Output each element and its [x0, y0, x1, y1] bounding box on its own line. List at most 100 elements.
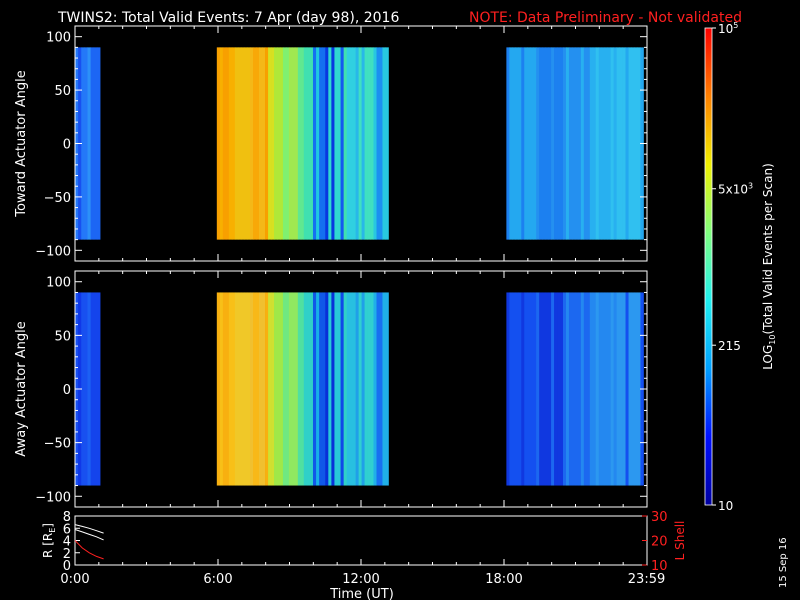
heatmap-cell [337, 47, 341, 240]
heatmap-cell [370, 292, 374, 486]
heatmap-cell [93, 292, 98, 486]
colorbar-tick-label: 5x103 [718, 182, 753, 197]
heatmap-cell [322, 292, 326, 486]
heatmap-cell [312, 292, 317, 486]
heatmap-cell [282, 47, 287, 240]
heatmap-cell [291, 292, 296, 486]
heatmap-cell [376, 47, 380, 240]
heatmap-cell [81, 47, 85, 240]
heatmap-cell [530, 47, 534, 240]
heatmap-cell [373, 47, 377, 240]
colorbar-tick-label: 105 [718, 21, 738, 36]
heatmap-cell [586, 292, 591, 486]
heatmap-cell [592, 292, 597, 486]
heatmap-cell [634, 292, 638, 486]
y-tick-label: 0 [63, 559, 71, 574]
heatmap-cell [628, 47, 632, 240]
heatmap-cell [509, 47, 513, 240]
y-tick-label: 2 [63, 547, 71, 562]
heatmap-cell [231, 47, 236, 240]
heatmap-cell [562, 292, 567, 486]
heatmap-cell [554, 292, 558, 486]
heatmap-cell [325, 47, 329, 240]
heatmap-cell [530, 292, 534, 486]
x-axis-label: Time (UT) [329, 587, 394, 600]
heatmap-cell [268, 47, 272, 240]
heatmap-cell [589, 292, 594, 486]
heatmap-cell [322, 47, 326, 240]
colorbar-tick-label: 10 [718, 499, 733, 513]
heatmap-cell [355, 47, 360, 240]
y-axis-label: Toward Actuator Angle [14, 70, 29, 217]
heatmap-cell [216, 47, 221, 240]
heatmap-cell [506, 292, 510, 486]
orbit-left-label: R [RE] [41, 523, 57, 558]
heatmap-cell [231, 292, 236, 486]
heatmap-cell [604, 292, 609, 486]
date-stamp: 15 Sep 16 [778, 537, 789, 588]
heatmap-cell [560, 47, 564, 240]
away-angle-panel: 100 50 0 −50 −100 Away Actuator Angle [14, 270, 648, 508]
heatmap-cell [586, 47, 591, 240]
y-tick-label: −100 [35, 244, 71, 259]
heatmap-cell [622, 47, 626, 240]
heatmap-cell [634, 47, 638, 240]
heatmap-cell [527, 292, 531, 486]
heatmap-cell [361, 292, 365, 486]
heatmap-cell [331, 292, 335, 486]
heatmap-cell [234, 47, 239, 240]
heatmap-cell [219, 292, 224, 486]
heatmap-cell [536, 47, 540, 240]
heatmap-cell [303, 47, 308, 240]
heatmap-cell [515, 292, 519, 486]
x-tick-label: 23:59 [628, 572, 665, 587]
orbit-series-line [74, 529, 104, 541]
heatmap-cell [560, 292, 564, 486]
heatmap-cell [524, 47, 528, 240]
heatmap-cell [282, 292, 287, 486]
heatmap-cell [90, 47, 95, 240]
heatmap-cell [364, 47, 368, 240]
heatmap-cell [604, 47, 609, 240]
heatmap-cell [222, 47, 227, 240]
heatmap-cell [343, 292, 348, 486]
heatmap-cell [84, 292, 88, 486]
heatmap-cell [580, 47, 585, 240]
heatmap-cell [288, 292, 293, 486]
heatmap-cell [628, 292, 632, 486]
heatmap-cell [297, 47, 302, 240]
heatmap-cell [613, 47, 618, 240]
heatmap-cell [533, 292, 537, 486]
heatmap-cell [228, 47, 233, 240]
heatmap-cell [512, 47, 516, 240]
heatmap-cell [506, 47, 510, 240]
heatmap-cell [240, 47, 245, 240]
heatmap-cell [340, 292, 345, 486]
heatmap-cell [352, 47, 357, 240]
heatmap-cell [349, 292, 354, 486]
x-tick-label: 0:00 [60, 572, 89, 587]
heatmap-cell [219, 47, 224, 240]
heatmap-cell [249, 292, 254, 486]
orbit-series-line [74, 524, 104, 534]
heatmap-cell [358, 47, 362, 240]
y-tick-label: −50 [44, 191, 71, 206]
heatmap-cell [367, 292, 371, 486]
heatmap-cell [551, 47, 555, 240]
heatmap-cell [81, 292, 85, 486]
heatmap-cell [228, 292, 233, 486]
heatmap-cell [349, 47, 354, 240]
y-tick-label: 4 [63, 535, 71, 550]
orbit-series-line [74, 540, 104, 560]
heatmap-cell [524, 292, 528, 486]
heatmap-cell [300, 47, 305, 240]
x-tick-label: 12:00 [342, 572, 379, 587]
heatmap-cell [274, 292, 278, 486]
data-segment [303, 47, 348, 240]
heatmap-cell [616, 47, 620, 240]
heatmap-cell [291, 47, 296, 240]
heatmap-cell [93, 47, 98, 240]
heatmap-cell [255, 292, 260, 486]
heatmap-cell [512, 292, 516, 486]
